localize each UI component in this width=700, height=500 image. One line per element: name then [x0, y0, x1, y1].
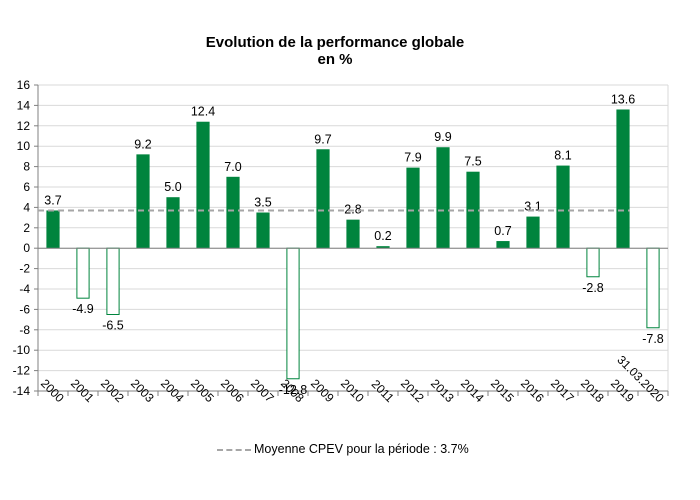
y-tick-label: 12	[17, 119, 31, 133]
chart-subtitle: en %	[317, 51, 353, 68]
bar-2005	[196, 121, 210, 249]
bar-2006	[226, 176, 240, 249]
chart-title: Evolution de la performance globale en %	[0, 34, 670, 68]
data-label-2003: 9.2	[134, 137, 151, 151]
y-tick-label: 16	[17, 78, 31, 92]
y-tick-label: -10	[13, 343, 31, 357]
bar-2007	[256, 212, 270, 249]
y-tick-label: 6	[23, 180, 30, 194]
y-tick-label: -8	[19, 323, 30, 337]
data-label-2002: -6.5	[102, 319, 124, 333]
chart-legend: Moyenne CPEV pour la période : 3.7%	[0, 441, 700, 459]
y-tick-label: -4	[19, 282, 30, 296]
bar-2011	[376, 246, 390, 249]
y-tick-label: 0	[23, 241, 30, 255]
data-label-2019: 13.6	[611, 92, 635, 106]
bar-2019	[616, 109, 630, 249]
bar-2016	[526, 216, 540, 249]
bar-2000	[46, 210, 60, 249]
chart-title-line1: Evolution de la performance globale	[205, 34, 465, 51]
bar-2017	[556, 165, 570, 249]
legend-average-line-swatch	[217, 449, 251, 451]
y-tick-label: 2	[23, 221, 30, 235]
data-label-2012: 7.9	[404, 151, 421, 165]
bar-2015	[496, 241, 510, 249]
data-label-2017: 8.1	[554, 149, 571, 163]
bar-2003	[136, 154, 150, 249]
bar-2001	[76, 247, 90, 299]
bar-2004	[166, 197, 180, 249]
y-tick-label: 8	[23, 160, 30, 174]
data-label-2018: -2.8	[582, 281, 604, 295]
y-tick-label: -6	[19, 302, 30, 316]
data-label-2011: 0.2	[374, 229, 391, 243]
bar-2018	[586, 247, 600, 278]
data-label-2009: 9.7	[314, 132, 331, 146]
data-label-2000: 3.7	[44, 193, 61, 207]
y-tick-label: 14	[17, 98, 31, 112]
data-label-2014: 7.5	[464, 155, 481, 169]
bar-2012	[406, 167, 420, 249]
bar-31.03.2020	[646, 247, 660, 329]
data-label-2007: 3.5	[254, 196, 271, 210]
data-label-2013: 9.9	[434, 130, 451, 144]
data-label-31.03.2020: -7.8	[642, 332, 664, 346]
data-label-2005: 12.4	[191, 105, 215, 119]
bar-2009	[316, 149, 330, 249]
y-tick-label: -14	[13, 384, 31, 398]
data-label-2001: -4.9	[72, 302, 94, 316]
legend-average-label: Moyenne CPEV pour la période : 3.7%	[254, 442, 469, 456]
y-tick-label: -2	[19, 262, 30, 276]
data-label-2006: 7.0	[224, 160, 241, 174]
y-tick-label: 4	[23, 200, 30, 214]
y-tick-label: -12	[13, 364, 31, 378]
bar-2002	[106, 247, 120, 315]
bar-2010	[346, 219, 360, 249]
data-label-2008: -12.8	[279, 383, 308, 397]
bar-2013	[436, 147, 450, 249]
bar-2008	[286, 247, 300, 380]
bar-chart-plot: 1614121086420-2-4-6-8-10-12-143.72000-4.…	[13, 78, 669, 405]
y-tick-label: 10	[17, 139, 31, 153]
data-label-2015: 0.7	[494, 224, 511, 238]
data-label-2004: 5.0	[164, 180, 181, 194]
data-label-2016: 3.1	[524, 200, 541, 214]
